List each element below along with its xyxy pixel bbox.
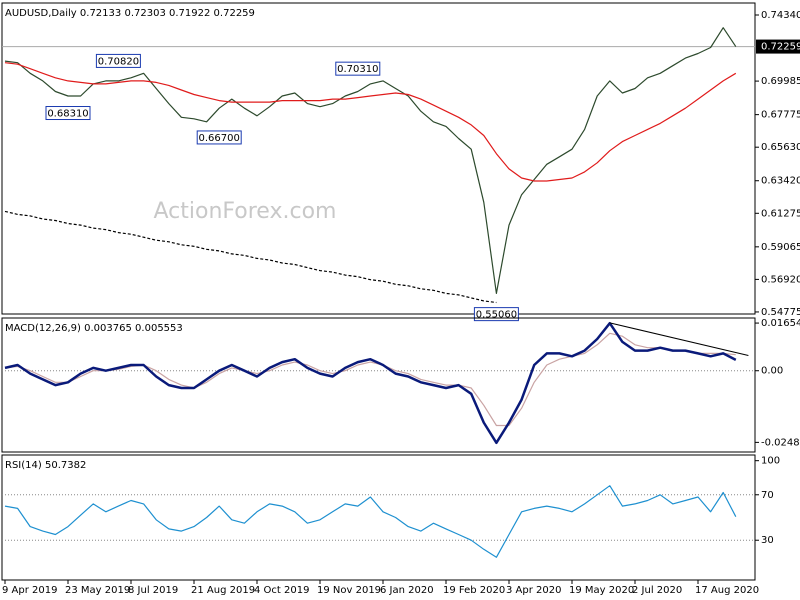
y-tick-label: 100 — [761, 456, 780, 467]
x-tick-label: 19 Nov 2019 — [317, 585, 381, 596]
indicator-value: 0.003765 — [84, 323, 132, 334]
x-tick-label: 4 Oct 2019 — [254, 585, 309, 596]
annotation-box — [95, 53, 141, 68]
y-tick-label: 0.74340 — [761, 10, 800, 21]
y-tick-label: 30 — [761, 535, 774, 546]
last-price-box — [756, 39, 800, 54]
series-line — [4, 210, 497, 304]
y-tick-label: 0.54775 — [761, 307, 800, 318]
x-tick-label: 2 Jul 2020 — [632, 585, 682, 596]
panel-title: MACD(12,26,9) — [5, 323, 81, 334]
annotation-label: 0.70310 — [337, 64, 378, 75]
x-tick-label: 21 Aug 2019 — [191, 585, 255, 596]
x-tick-label: 3 Apr 2020 — [506, 585, 561, 596]
panel-frame — [1, 2, 756, 315]
annotation-box — [473, 307, 519, 322]
x-tick-label: 23 May 2019 — [65, 585, 130, 596]
series-line — [4, 62, 737, 182]
panel-frame — [1, 317, 756, 453]
x-tick-label: 8 Jul 2019 — [128, 585, 178, 596]
y-tick-label: 0.61275 — [761, 208, 800, 219]
y-tick-label: 0.56920 — [761, 274, 800, 285]
panel-header: AUDUSD,Daily 0.72133 0.72303 0.71922 0.7… — [5, 8, 255, 19]
annotation-label: 0.66700 — [199, 133, 240, 144]
series-line — [4, 332, 736, 427]
y-tick-label: 0.01654 — [761, 318, 800, 329]
y-tick-label: 70 — [761, 490, 774, 501]
ohlc-value: 0.72133 — [80, 8, 121, 19]
indicator-value: 0.005553 — [135, 323, 183, 334]
ohlc-value: 0.71922 — [169, 8, 210, 19]
y-tick-label: 0.65630 — [761, 142, 800, 153]
series-line — [4, 485, 737, 558]
watermark: ActionForex.com — [154, 199, 337, 224]
annotation-label: 0.55060 — [476, 310, 517, 321]
annotation-label: 0.70820 — [98, 56, 139, 67]
x-tick-label: 17 Aug 2020 — [695, 585, 759, 596]
series-line — [4, 321, 737, 445]
panel-title: AUDUSD,Daily — [5, 8, 77, 19]
annotation-label: 0.68310 — [47, 109, 88, 120]
y-tick-label: 0.59065 — [761, 242, 800, 253]
annotation-box — [196, 130, 242, 145]
y-tick-label: 0.00 — [761, 366, 783, 377]
y-tick-label: 0.67775 — [761, 110, 800, 121]
annotation-box — [335, 61, 381, 76]
panel-header: MACD(12,26,9) 0.003765 0.005553 — [5, 323, 183, 334]
x-tick-label: 6 Jan 2020 — [380, 585, 434, 596]
indicator-value: 50.7382 — [45, 460, 86, 471]
y-tick-label: 0.69985 — [761, 76, 800, 87]
y-tick-label: -0.02486 — [761, 437, 800, 448]
x-tick-label: 19 Feb 2020 — [443, 585, 505, 596]
panel-title: RSI(14) — [5, 460, 42, 471]
panel-header: RSI(14) 50.7382 — [5, 460, 86, 471]
x-tick-label: 19 May 2020 — [569, 585, 634, 596]
ohlc-value: 0.72303 — [124, 8, 165, 19]
x-tick-label: 9 Apr 2019 — [2, 585, 57, 596]
trendline — [609, 322, 749, 356]
annotation-box — [45, 106, 91, 121]
panel-frame — [1, 454, 756, 581]
last-price-label: 0.72259 — [761, 42, 800, 53]
y-tick-label: 0.63420 — [761, 176, 800, 187]
series-line — [4, 27, 737, 294]
ohlc-value: 0.72259 — [214, 8, 255, 19]
